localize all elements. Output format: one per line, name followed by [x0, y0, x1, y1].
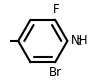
Text: NH: NH [71, 35, 88, 47]
Text: 2: 2 [76, 38, 81, 47]
Text: F: F [53, 3, 59, 16]
Text: Br: Br [49, 66, 63, 79]
